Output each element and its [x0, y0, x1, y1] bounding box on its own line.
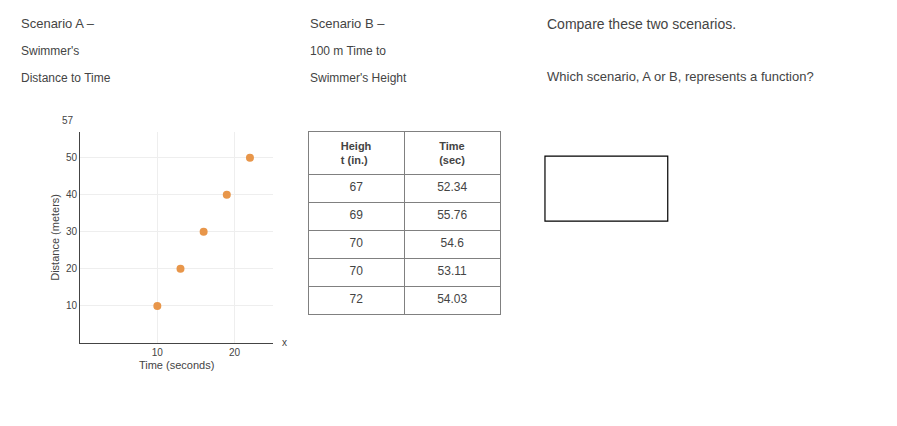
svg-text:Swimmer's Height: Swimmer's Height — [310, 71, 407, 85]
svg-text:69: 69 — [350, 208, 364, 222]
svg-text:10: 10 — [66, 300, 78, 311]
svg-text:54.6: 54.6 — [441, 236, 465, 250]
svg-text:Which scenario, A or B, repres: Which scenario, A or B, represents a fun… — [547, 69, 814, 84]
svg-text:100 m Time to: 100 m Time to — [310, 44, 386, 58]
svg-text:67: 67 — [350, 180, 364, 194]
svg-text:Distance (meters): Distance (meters) — [49, 194, 61, 281]
svg-text:Distance to Time: Distance to Time — [21, 71, 111, 85]
svg-text:Swimmer's: Swimmer's — [21, 44, 79, 58]
svg-text:Compare these two scenarios.: Compare these two scenarios. — [547, 16, 736, 32]
svg-text:x: x — [282, 337, 287, 348]
svg-text:Scenario B –: Scenario B – — [310, 16, 385, 31]
svg-text:54.03: 54.03 — [437, 292, 467, 306]
svg-text:Time(sec): Time(sec) — [439, 140, 465, 166]
svg-text:70: 70 — [350, 236, 364, 250]
svg-text:72: 72 — [350, 292, 364, 306]
svg-text:55.76: 55.76 — [437, 208, 467, 222]
svg-text:20: 20 — [66, 263, 78, 274]
svg-text:52.34: 52.34 — [437, 180, 467, 194]
svg-text:53.11: 53.11 — [438, 264, 467, 278]
svg-text:10: 10 — [152, 347, 164, 358]
svg-text:Scenario A –: Scenario A – — [21, 16, 95, 31]
svg-text:Time (seconds): Time (seconds) — [139, 359, 214, 371]
svg-text:Height (in.): Height (in.) — [341, 140, 372, 166]
svg-text:50: 50 — [66, 152, 78, 163]
svg-text:57: 57 — [62, 115, 74, 126]
svg-text:40: 40 — [66, 189, 78, 200]
svg-text:20: 20 — [229, 347, 241, 358]
svg-text:30: 30 — [66, 226, 78, 237]
svg-text:70: 70 — [350, 264, 364, 278]
